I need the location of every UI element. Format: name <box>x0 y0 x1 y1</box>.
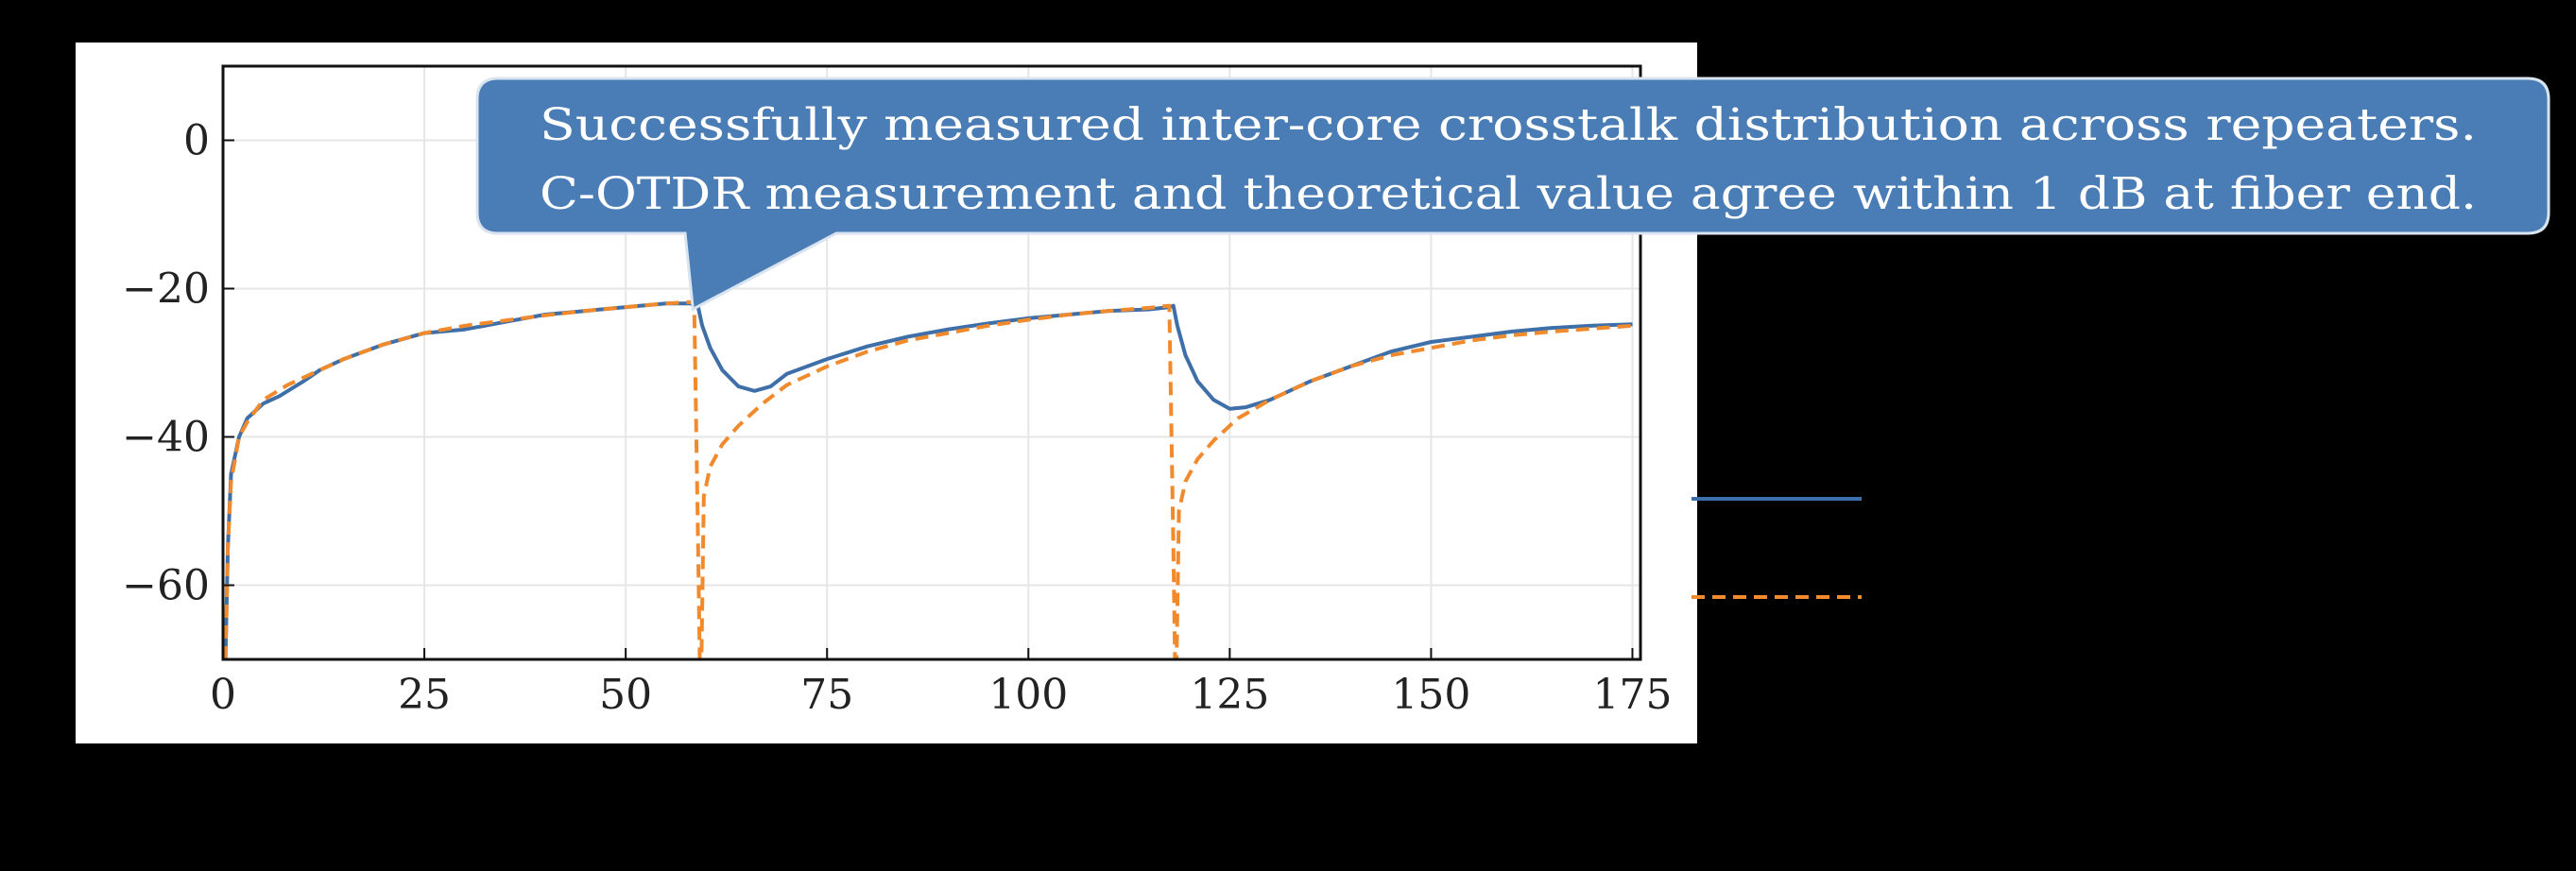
x-tick-label: 0 <box>210 671 236 719</box>
y-tick-label: −20 <box>122 265 210 314</box>
x-tick-label: 125 <box>1190 671 1269 719</box>
series-group <box>223 299 1633 659</box>
y-tick-label: 0 <box>183 117 210 165</box>
y-tick-label: −60 <box>122 562 210 610</box>
x-tick-label: 50 <box>599 671 652 719</box>
y-tick-label: −40 <box>122 414 210 462</box>
ticks: 0 25 50 75 100 125 150 175 0 −20 −40 −60 <box>122 117 1672 720</box>
series-line-1 <box>223 299 1633 659</box>
x-tick-label: 100 <box>988 671 1068 719</box>
legend <box>1692 497 1862 599</box>
callout-box <box>475 77 2550 312</box>
callout-line-2: C-OTDR measurement and theoretical value… <box>540 168 2477 220</box>
x-tick-label: 25 <box>398 671 451 719</box>
plot-frame <box>221 64 1642 661</box>
x-tick-label: 75 <box>800 671 853 719</box>
x-tick-label: 175 <box>1592 671 1672 719</box>
callout-line-1: Successfully measured inter-core crossta… <box>540 99 2477 151</box>
callout: Successfully measured inter-core crossta… <box>475 77 2550 312</box>
x-tick-label: 150 <box>1391 671 1470 719</box>
